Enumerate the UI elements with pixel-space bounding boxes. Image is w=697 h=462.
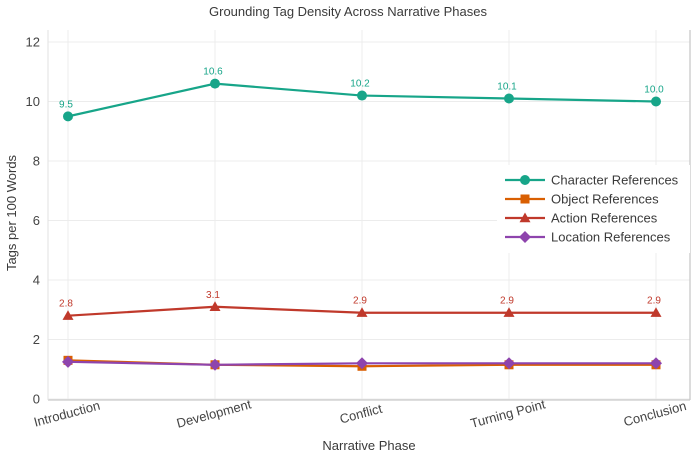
data-point-label: 10.6 (203, 67, 223, 78)
y-tick-label: 8 (33, 154, 40, 169)
data-point-marker (356, 357, 368, 370)
y-tick-label: 4 (33, 273, 40, 288)
data-point-label: 2.9 (500, 296, 514, 307)
y-tick-label: 2 (33, 332, 40, 347)
legend-label: Character References (551, 173, 679, 188)
data-point-label: 10.0 (644, 85, 664, 96)
legend-circle-marker (520, 175, 530, 185)
legend-label: Object References (551, 192, 659, 207)
x-tick-label: Conclusion (622, 398, 688, 429)
series-circle: 9.5 10.6 10.2 10.1 10.0 (59, 67, 664, 122)
legend: Character References Object References Act… (497, 165, 690, 253)
data-point-marker (62, 355, 74, 368)
series-triangle: 2.8 3.1 2.9 2.9 2.9 (59, 290, 662, 320)
y-tick-label: 0 (33, 392, 40, 407)
data-point-marker (357, 90, 367, 101)
data-point-marker (63, 111, 73, 122)
legend-square-marker (520, 194, 530, 204)
data-point-marker (62, 310, 74, 320)
x-tick-label: Turning Point (469, 396, 547, 430)
y-tick-label: 12 (26, 35, 40, 50)
series-layer: 9.5 10.6 10.2 10.1 10.0 2.8 3.1 2.9 2.9 2.9 (59, 67, 664, 371)
y-axis-title: Tags per 100 Words (4, 154, 19, 271)
legend-label: Location References (551, 230, 671, 245)
legend-diamond-marker (519, 231, 531, 243)
x-tick-label: Conflict (338, 401, 384, 427)
data-point-marker (210, 78, 220, 89)
data-point-label: 10.1 (497, 82, 517, 93)
data-point-marker (650, 307, 662, 317)
data-point-marker (209, 358, 221, 371)
data-point-marker (651, 96, 661, 107)
data-point-label: 3.1 (206, 290, 220, 301)
data-point-marker (356, 307, 368, 317)
y-tick-label: 6 (33, 213, 40, 228)
x-tick-label: Introduction (32, 398, 102, 430)
x-tick-label: Development (175, 396, 253, 430)
legend-triangle-marker (519, 212, 531, 223)
data-point-marker (209, 301, 221, 311)
y-tick-label: 10 (26, 94, 40, 109)
data-point-marker (503, 357, 515, 370)
data-point-marker (503, 307, 515, 317)
series-diamond (62, 355, 662, 371)
legend-label: Action References (551, 211, 658, 226)
data-point-label: 10.2 (350, 79, 370, 90)
data-point-marker (650, 357, 662, 370)
data-point-marker (504, 93, 514, 104)
data-point-label: 2.9 (647, 296, 661, 307)
data-point-label: 2.9 (353, 296, 367, 307)
x-axis-title: Narrative Phase (322, 438, 415, 453)
data-point-label: 9.5 (59, 99, 73, 110)
data-point-label: 2.8 (59, 299, 73, 310)
chart-title: Grounding Tag Density Across Narrative P… (209, 4, 487, 19)
